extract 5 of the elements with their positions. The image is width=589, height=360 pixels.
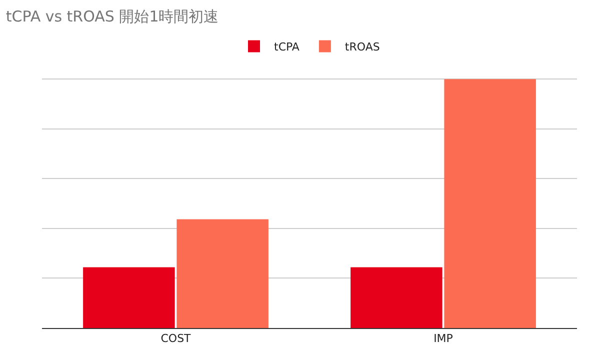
chart-title: tCPA vs tROAS 開始1時間初速 [6,7,219,26]
x-tick-label: COST [160,332,192,346]
x-tick-label: IMP [434,332,454,346]
legend-label: tCPA [274,40,300,54]
legend-label: tROAS [344,40,380,54]
